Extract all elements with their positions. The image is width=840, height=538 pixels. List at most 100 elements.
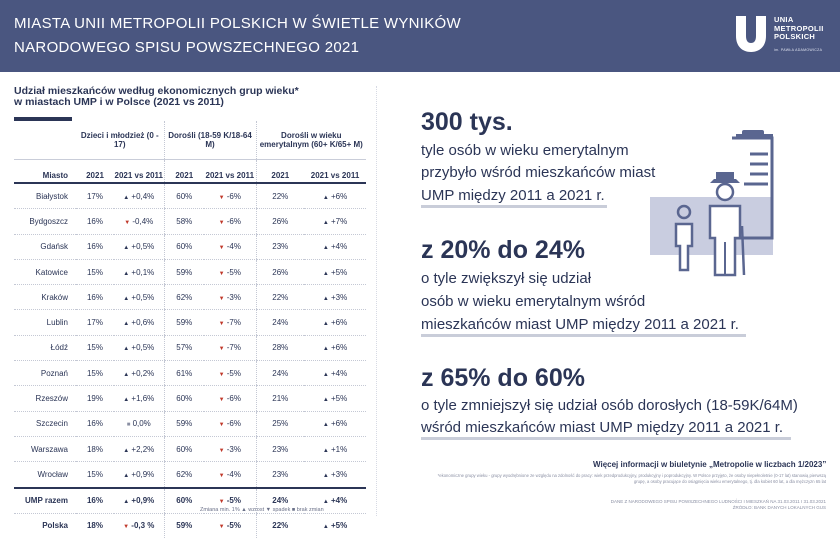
adults-change: ▼ -6%: [204, 385, 257, 412]
up-arrow-icon: ▲: [123, 295, 130, 302]
children-share: 16%: [76, 234, 114, 260]
up-arrow-icon: ▲: [322, 499, 329, 506]
retired-change: ▲ +7%: [304, 208, 367, 235]
up-arrow-icon: ▲: [123, 346, 130, 353]
table-row: Bydgoszcz 16% ▼ -0,4% 58% ▼ -6% 26% ▲ +7%: [14, 208, 367, 235]
up-arrow-icon: ▲: [123, 499, 130, 506]
change-value: +0,9%: [131, 496, 155, 506]
children-share: 16%: [76, 284, 114, 311]
change-value: +1%: [331, 444, 348, 454]
logo-line2: METROPOLII: [774, 23, 824, 33]
change-value: -4%: [226, 242, 241, 252]
change-value: -6%: [226, 216, 241, 226]
change-value: +6%: [331, 343, 348, 353]
retired-share: 26%: [255, 208, 305, 235]
footnote: *ekonomiczne grupy wieku - grupy wyodręb…: [437, 473, 826, 484]
ump-logo: UNIA METROPOLII POLSKICH im. PAWŁA ADAMO…: [734, 14, 834, 66]
children-share: 18%: [86, 521, 103, 531]
stat-underline: [421, 437, 791, 440]
children-share: 17%: [76, 183, 114, 210]
stat-headline: 300 tys.: [421, 108, 513, 136]
retired-share: 23%: [255, 436, 305, 463]
adults-share: 60%: [163, 234, 205, 260]
adults-change: ▼ -3%: [204, 284, 257, 311]
stat-line: przybyło wśród mieszkańców miast: [421, 164, 656, 181]
change-value: -6%: [226, 394, 241, 404]
children-share: 15%: [76, 259, 114, 286]
change-value: 0,0%: [132, 419, 151, 429]
up-arrow-icon: ▲: [322, 245, 329, 252]
table-row: Kraków 16% ▲ +0,5% 62% ▼ -3% 22% ▲ +3%: [14, 284, 367, 311]
adults-share: 59%: [163, 513, 205, 538]
children-share: 16%: [76, 208, 114, 235]
change-value: +3%: [331, 469, 348, 479]
children-share: 17%: [76, 309, 114, 336]
change-value: -5%: [226, 267, 241, 277]
change-value: -5%: [226, 368, 241, 378]
up-arrow-icon: ▲: [322, 422, 329, 429]
page-title-line2: NARODOWEGO SPISU POWSZECHNEGO 2021: [14, 39, 360, 56]
down-arrow-icon: ▼: [218, 499, 225, 506]
retired-change: ▲ +5%: [304, 513, 366, 538]
down-arrow-icon: ▼: [218, 270, 225, 277]
retired-change: ▲ +4%: [304, 486, 367, 514]
up-arrow-icon: ▲: [322, 397, 329, 404]
up-arrow-icon: ▲: [322, 321, 329, 328]
source-line2: ŹRÓDŁO: BANK DANYCH LOKALNYCH GUS: [732, 505, 826, 510]
up-arrow-icon: ▲: [123, 321, 130, 328]
retired-change: ▲ +6%: [304, 183, 367, 210]
col-header-vs: 2021 vs 2011: [204, 159, 257, 184]
retired-share: 23%: [255, 461, 305, 489]
adults-share: 59%: [163, 259, 205, 286]
down-arrow-icon: ▼: [218, 346, 225, 353]
corner-cell: [14, 121, 76, 160]
retired-share: 26%: [255, 259, 305, 286]
stat-line: wśród mieszkańców miast UMP między 2011 …: [421, 419, 784, 436]
adults-share: 60%: [163, 486, 205, 514]
children-change: ▲ +1,6%: [114, 385, 165, 412]
change-value: +0,9%: [131, 469, 155, 479]
retired-change: ▲ +6%: [304, 411, 367, 437]
city-name: Lublin: [14, 309, 76, 336]
change-value: -7%: [226, 343, 241, 353]
table-row: Polska 18% ▼ -0,3 % 59% ▼ -5% 22% ▲ +5%: [14, 513, 366, 538]
children-change: ▲ +0,4%: [114, 183, 165, 210]
children-share: 19%: [76, 385, 114, 412]
city-name: Poznań: [14, 360, 76, 387]
change-value: +0,4%: [131, 191, 155, 201]
logo-subtitle: im. PAWŁA ADAMOWICZA: [774, 48, 823, 52]
column-divider: [376, 86, 378, 516]
group-header-retired: Dorośli w wieku emerytalnym (60+ K/65+ M…: [255, 121, 367, 160]
up-arrow-icon: ▲: [322, 295, 329, 302]
children-change: ▲ +0,6%: [114, 309, 165, 336]
change-value: -6%: [226, 419, 241, 429]
down-arrow-icon: ▼: [218, 295, 225, 302]
change-value: -3%: [226, 444, 241, 454]
adults-change: ▼ -6%: [204, 411, 257, 437]
source-note: DANE Z NARODOWEGO SPISU POWSZECHNEGO LUD…: [611, 499, 826, 511]
children-change: ▼ -0,3 %: [114, 513, 164, 538]
up-arrow-icon: ▲: [123, 245, 130, 252]
stat-line: mieszkańców miast UMP między 2011 a 2021…: [421, 316, 739, 333]
down-arrow-icon: ▼: [218, 447, 225, 454]
city-name: Katowice: [14, 259, 76, 286]
up-arrow-icon: ▲: [322, 194, 329, 201]
change-value: -3%: [226, 292, 241, 302]
retired-change: ▲ +6%: [304, 309, 367, 336]
table-title-line2: w miastach UMP i w Polsce (2021 vs 2011): [14, 96, 224, 108]
change-value: +0,6%: [131, 318, 155, 328]
adults-share: 60%: [163, 183, 205, 210]
children-change: ▲ +0,9%: [114, 461, 165, 489]
children-change: ▲ +0,2%: [114, 360, 165, 387]
retired-share: 21%: [255, 385, 305, 412]
group-header-adults: Dorośli (18-59 K/18-64 M): [163, 121, 257, 160]
table-row: Rzeszów 19% ▲ +1,6% 60% ▼ -6% 21% ▲ +5%: [14, 385, 367, 412]
children-share: 16%: [76, 411, 114, 437]
children-share: 16%: [76, 486, 114, 514]
group-header-children: Dzieci i młodzież (0 - 17): [76, 121, 165, 160]
col-header-vs: 2021 vs 2011: [304, 159, 367, 184]
table-row: Poznań 15% ▲ +0,2% 61% ▼ -5% 24% ▲ +4%: [14, 360, 367, 387]
up-arrow-icon: ▲: [322, 219, 329, 226]
more-info-link[interactable]: Więcej informacji w biuletynie „Metropol…: [593, 460, 827, 469]
change-value: +5%: [331, 267, 348, 277]
